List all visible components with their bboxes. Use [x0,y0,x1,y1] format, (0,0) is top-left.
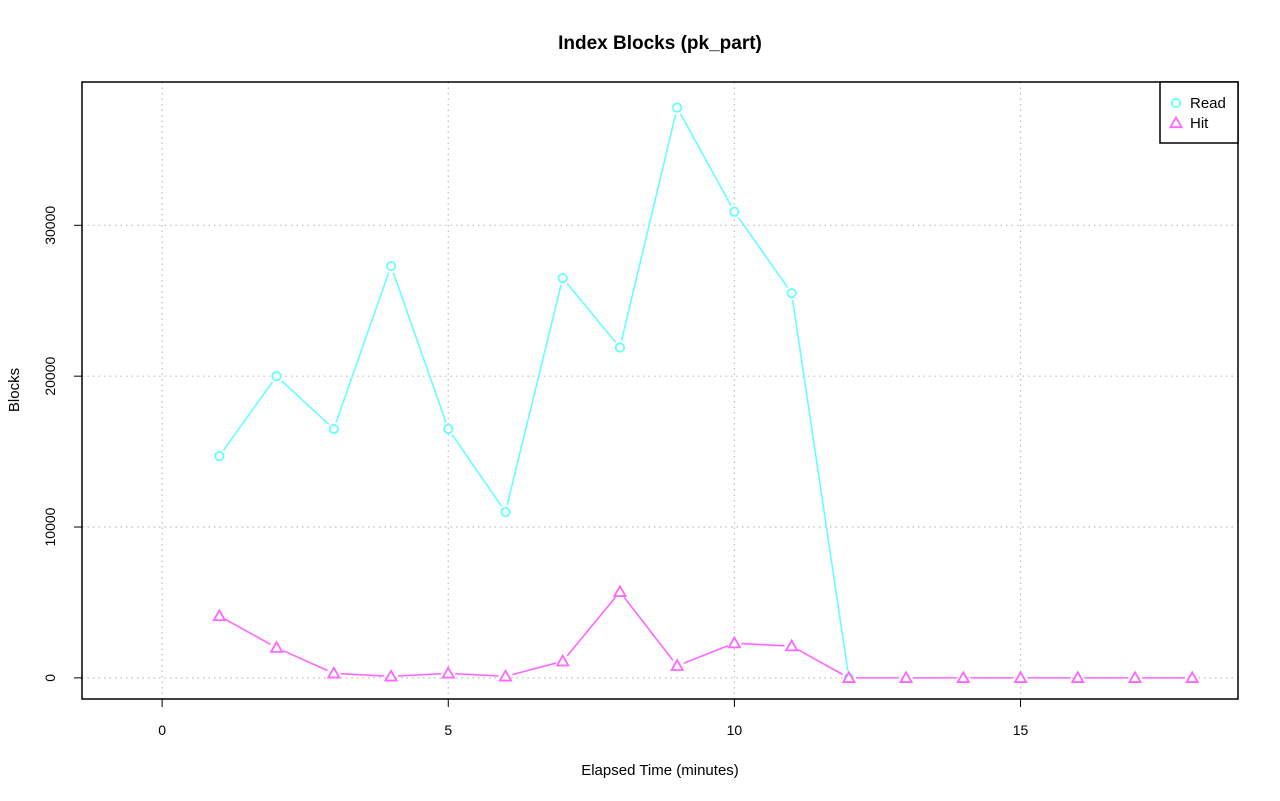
point-read [786,288,797,299]
series-hit-segment [340,672,385,677]
point-read [271,371,282,382]
series-read-segment [281,380,330,425]
x-tick-label: 5 [444,722,452,738]
series-read-segment [737,217,789,288]
legend-box [1159,81,1239,144]
point-hit [1070,670,1085,683]
point-hit [441,665,456,679]
x-axis: 0 5 10 15 [158,698,1029,738]
grid [82,82,1238,699]
point-hit [1013,670,1028,683]
plot-frame [81,81,1239,700]
y-axis-label: Blocks [6,368,23,412]
y-tick-label: 20000 [42,356,58,395]
point-hit [269,640,284,653]
series-read-segment [392,272,447,423]
series-hit [212,584,1200,683]
x-tick-label: 15 [1013,722,1029,738]
point-read [443,423,454,435]
point-hit [670,658,685,671]
series-read-segment [791,300,849,672]
point-hit [498,668,513,682]
point-hit [841,670,857,683]
y-axis: 0 10000 20000 30000 [42,206,82,682]
point-read [729,206,740,217]
point-hit [1127,670,1143,683]
point-read [214,451,225,462]
point-read [614,342,626,353]
series-hit-segment [566,596,617,657]
series-read-segment [222,381,274,451]
point-read [672,102,683,113]
point-hit [784,638,799,652]
series-read [214,102,854,683]
series-hit-segment [683,645,729,664]
chart-title: Index Blocks (pk_part) [558,33,762,54]
point-hit [898,670,914,683]
series-read-segment [451,434,503,507]
point-read [557,273,568,284]
point-hit [1185,670,1200,683]
legend: Read Hit [1159,81,1239,144]
series-hit-segment [455,672,499,677]
legend-marker-hit [1168,115,1184,129]
point-hit [612,584,628,597]
point-hit [727,635,742,649]
y-tick-label: 10000 [42,507,58,546]
legend-marker-read [1170,97,1182,109]
y-tick-label: 30000 [42,206,58,245]
series-read-segment [679,113,732,206]
series-hit-segment [741,642,785,647]
point-hit [212,608,227,622]
point-hit [555,653,570,667]
point-hit [326,665,341,679]
series-hit-segment [512,662,557,676]
point-read [500,506,511,518]
point-hit [956,670,971,683]
point-read [328,423,339,435]
x-tick-label: 0 [158,722,166,738]
series-read-segment [566,283,617,343]
point-read [385,260,397,272]
series-hit-segment [225,618,271,646]
series-hit-segment [397,672,442,677]
x-axis-label: Elapsed Time (minutes) [581,762,739,779]
series-read-segment [620,114,677,341]
series-layer [212,102,1200,683]
legend-label-hit: Hit [1190,115,1209,132]
series-hit-segment [797,648,844,676]
series-read-segment [335,272,390,423]
series-hit-segment [282,649,328,672]
point-hit [383,668,399,682]
series-hit-segment [623,596,674,661]
y-tick-label: 0 [42,674,58,682]
legend-label-read: Read [1190,95,1226,112]
x-tick-label: 10 [727,722,743,738]
series-read-segment [506,284,562,506]
